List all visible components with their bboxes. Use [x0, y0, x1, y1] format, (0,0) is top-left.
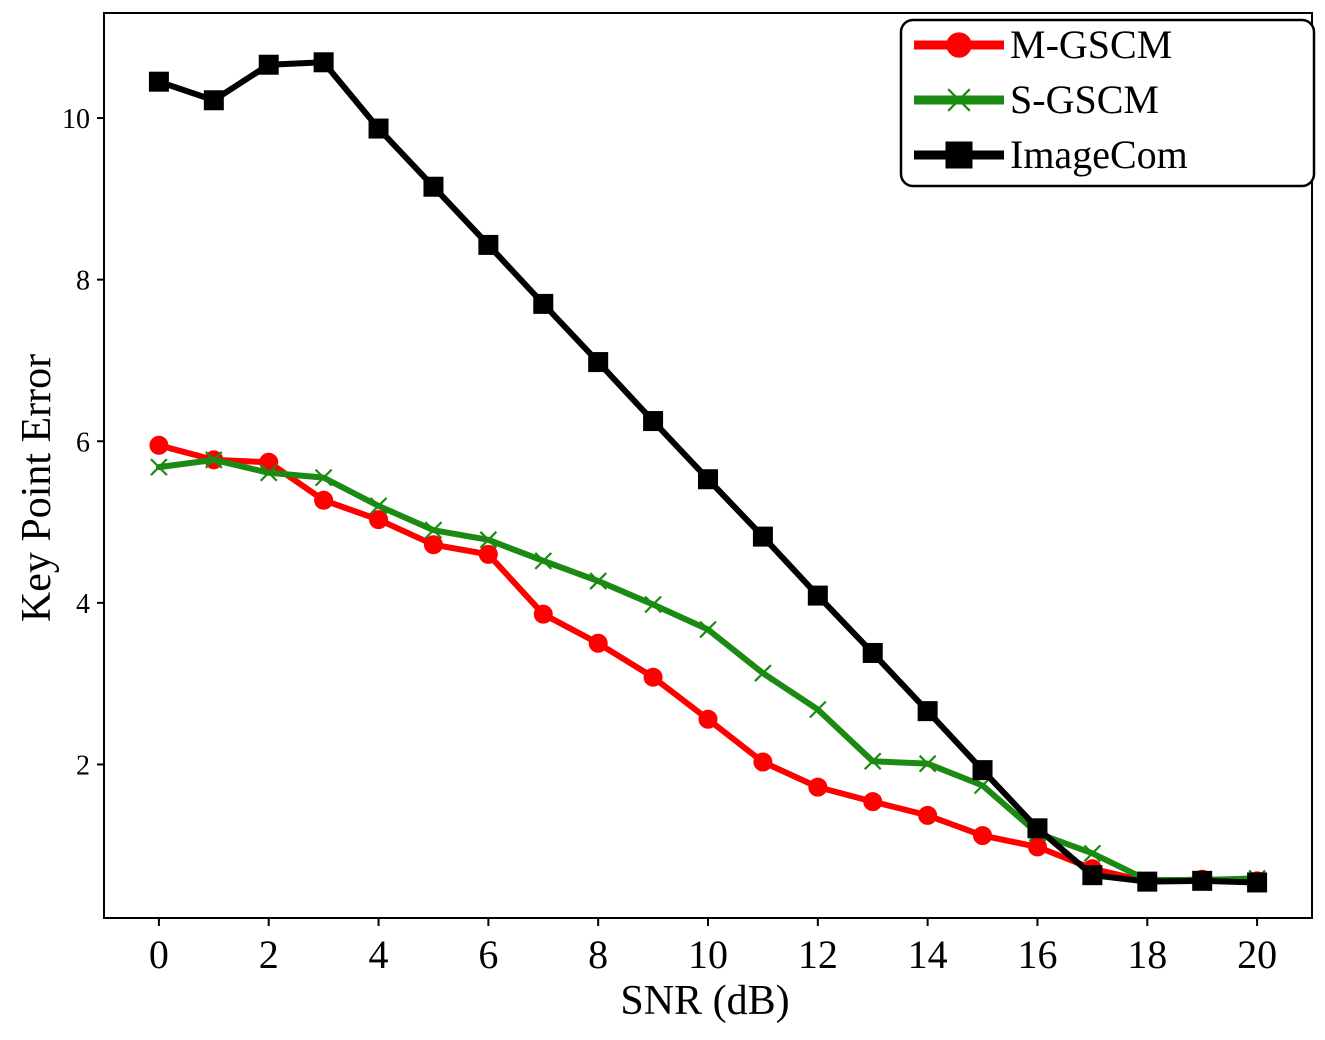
data-point — [643, 667, 663, 687]
y-axis-label: Key Point Error — [14, 354, 60, 622]
x-tick-label: 14 — [908, 932, 948, 977]
y-tick-label: 8 — [76, 266, 90, 297]
data-point — [752, 526, 773, 547]
series-line — [155, 442, 1261, 885]
y-tick-label: 2 — [76, 750, 90, 781]
data-point — [589, 572, 607, 590]
data-point — [478, 234, 499, 255]
data-point — [148, 71, 169, 92]
data-point — [1192, 870, 1213, 891]
data-point — [973, 826, 993, 846]
series-layer — [148, 52, 1268, 893]
data-point — [258, 54, 279, 75]
data-point — [150, 458, 168, 476]
data-point — [698, 469, 718, 490]
data-point — [313, 52, 334, 73]
data-point — [478, 544, 498, 564]
legend-label: M-GSCM — [1010, 22, 1172, 67]
series-s-gscm — [150, 451, 1266, 889]
data-point — [368, 118, 389, 139]
data-point — [699, 620, 717, 639]
data-point — [918, 805, 938, 825]
x-tick-label: 8 — [588, 932, 608, 977]
x-tick-label: 2 — [259, 932, 279, 977]
data-point — [479, 531, 498, 549]
data-point — [972, 760, 993, 781]
y-tick-label: 10 — [62, 104, 90, 135]
legend-marker — [946, 32, 972, 58]
data-point — [314, 490, 334, 510]
x-axis-label: SNR (dB) — [620, 978, 789, 1024]
legend-frame — [899, 18, 1316, 188]
data-point — [314, 468, 333, 487]
data-point — [149, 435, 169, 455]
data-point — [753, 752, 773, 772]
data-point — [644, 595, 662, 614]
data-point — [1027, 818, 1048, 839]
legend-marker — [947, 88, 971, 112]
data-point — [917, 701, 938, 722]
y-tick-label: 4 — [76, 589, 90, 620]
data-point — [203, 90, 224, 111]
data-point — [259, 463, 278, 482]
data-point — [1137, 871, 1158, 892]
data-point — [533, 293, 554, 314]
x-tick-label: 0 — [149, 932, 169, 977]
data-point — [424, 521, 443, 539]
legend-marker — [945, 141, 973, 169]
x-tick-label: 10 — [688, 932, 728, 977]
data-point — [1082, 865, 1103, 886]
data-point — [423, 176, 444, 197]
data-point — [698, 709, 718, 729]
data-point — [918, 754, 937, 773]
series-m-gscm — [149, 435, 1267, 892]
data-point — [369, 510, 389, 530]
series-imagecom — [148, 52, 1268, 893]
data-point — [809, 700, 827, 719]
x-tick-label: 20 — [1237, 932, 1277, 977]
data-point — [863, 792, 883, 812]
x-tick-label: 18 — [1127, 932, 1167, 977]
data-point — [205, 451, 223, 469]
data-point — [863, 752, 882, 771]
data-point — [1247, 872, 1268, 893]
data-point — [534, 552, 553, 570]
legend: M-GSCM S-GSCM ImageCom — [899, 18, 1316, 188]
data-point — [588, 352, 609, 373]
data-point — [808, 777, 828, 797]
y-axis-ticks: 2 4 6 8 10 — [62, 104, 104, 781]
data-point — [1083, 844, 1102, 863]
data-point — [423, 535, 443, 555]
legend-label: S-GSCM — [1010, 77, 1159, 122]
data-point — [754, 664, 772, 682]
data-point — [643, 411, 664, 432]
series-line — [155, 456, 1261, 884]
data-point — [369, 497, 388, 515]
x-axis-ticks: 0 2 4 6 8 10 12 14 16 18 20 — [149, 918, 1277, 977]
x-tick-label: 6 — [478, 932, 498, 977]
x-tick-label: 12 — [798, 932, 838, 977]
y-tick-label: 6 — [76, 427, 90, 458]
data-point — [533, 604, 553, 624]
data-point — [807, 585, 828, 606]
x-tick-label: 16 — [1017, 932, 1057, 977]
legend-label: ImageCom — [1010, 132, 1188, 177]
data-point — [588, 633, 608, 653]
x-tick-label: 4 — [369, 932, 389, 977]
data-point — [862, 642, 883, 663]
